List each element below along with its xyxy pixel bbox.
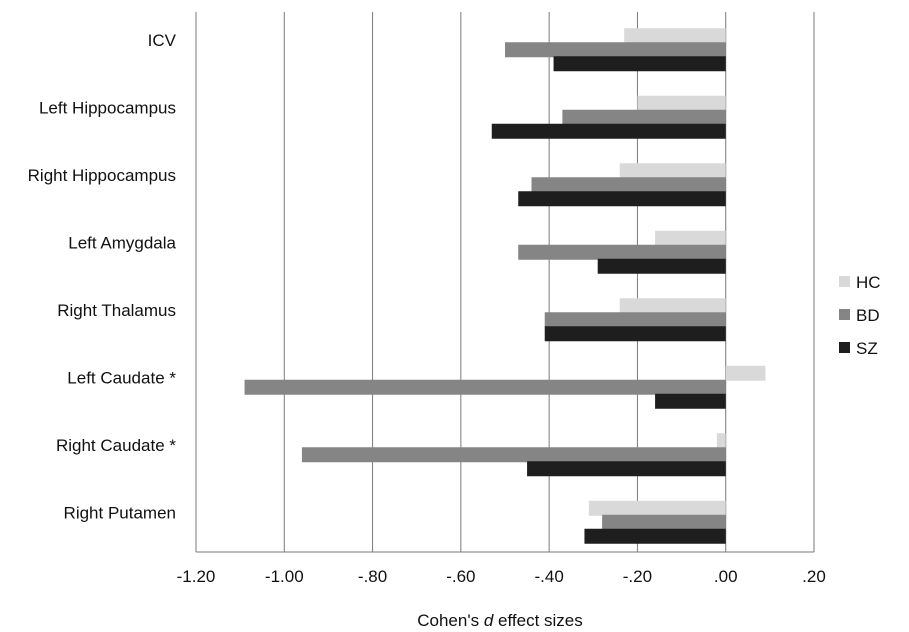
bar-bd [505, 42, 726, 58]
x-axis-title-prefix: Cohen's [417, 611, 484, 630]
bar-bd [544, 312, 726, 328]
x-tick-label: -.60 [446, 567, 475, 586]
category-label: Left Caudate * [67, 368, 176, 387]
legend-swatch-hc [839, 276, 850, 287]
bar-hc [725, 365, 766, 381]
bar-hc [619, 163, 726, 179]
bar-sz [655, 393, 726, 409]
x-axis-title: Cohen's d effect sizes [417, 611, 583, 630]
legend-label-bd: BD [856, 306, 880, 325]
bar-sz [597, 258, 726, 274]
category-label: Right Putamen [64, 503, 176, 522]
x-tick-labels: -1.20 -1.00 -.80 -.60 -.40 -.20 .00 .20 [177, 567, 826, 586]
category-label: ICV [148, 31, 177, 50]
bar-bd [531, 177, 726, 193]
bar-hc [624, 28, 726, 44]
bar-hc [588, 500, 726, 516]
x-tick-label: .00 [714, 567, 738, 586]
x-tick-label: -.20 [623, 567, 652, 586]
x-tick-label: -.40 [534, 567, 563, 586]
bar-bd [518, 244, 726, 260]
category-label: Right Thalamus [57, 301, 176, 320]
category-label: Right Caudate * [56, 436, 176, 455]
category-label: Right Hippocampus [28, 166, 176, 185]
x-tick-label: -1.00 [265, 567, 304, 586]
bar-hc [619, 298, 726, 314]
bar-bd [562, 109, 726, 125]
bar-marks [244, 28, 766, 544]
category-label: Left Hippocampus [39, 98, 176, 117]
x-tick-label: -.80 [358, 567, 387, 586]
bar-hc [655, 230, 726, 246]
bar-bd [301, 447, 726, 463]
x-axis-title-suffix: effect sizes [493, 611, 582, 630]
bar-bd [602, 514, 726, 530]
legend-label-sz: SZ [856, 339, 878, 358]
legend-swatch-sz [839, 342, 850, 353]
category-labels: ICV Left Hippocampus Right Hippocampus Left… [28, 31, 177, 523]
x-tick-label: -1.20 [177, 567, 216, 586]
bar-sz [527, 461, 726, 477]
x-axis-title-italic: d [484, 611, 494, 630]
legend-swatch-bd [839, 309, 850, 320]
legend: HC BD SZ [839, 273, 881, 358]
x-tick-label: .20 [802, 567, 826, 586]
bar-sz [491, 123, 726, 139]
bar-sz [518, 191, 726, 207]
legend-label-hc: HC [856, 273, 881, 292]
bar-sz [553, 56, 726, 72]
bar-sz [584, 528, 726, 544]
category-label: Left Amygdala [68, 233, 176, 252]
bar-bd [244, 379, 726, 395]
bar-hc [637, 95, 726, 111]
bar-sz [544, 326, 726, 342]
bar-hc [716, 433, 726, 449]
